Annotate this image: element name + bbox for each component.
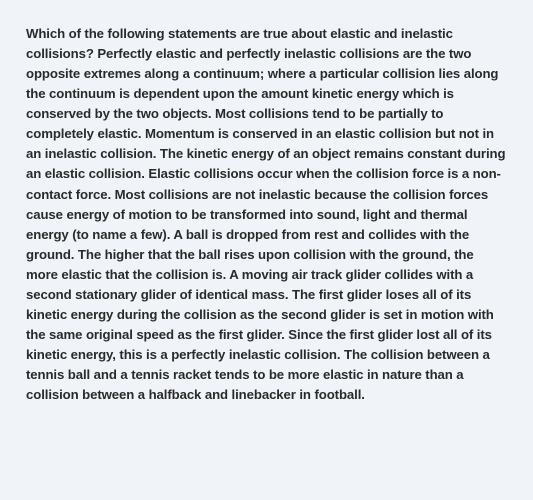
document-body: Which of the following statements are tr…	[26, 24, 507, 405]
